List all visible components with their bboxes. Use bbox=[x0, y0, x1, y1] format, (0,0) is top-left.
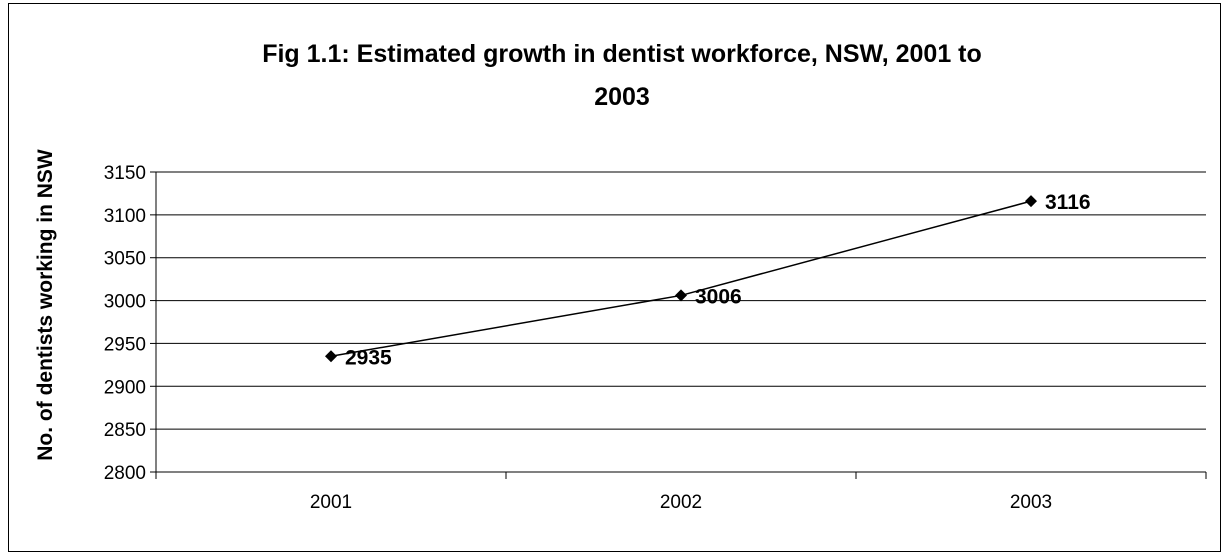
y-tick-label-3000: 3000 bbox=[104, 292, 146, 313]
line-chart: Fig 1.1: Estimated growth in dentist wor… bbox=[34, 40, 1207, 513]
y-tick-label-2900: 2900 bbox=[104, 377, 146, 398]
data-labels: 2935 3006 3116 bbox=[345, 191, 1091, 369]
y-tick-label-2950: 2950 bbox=[104, 334, 146, 355]
y-tick-label-3050: 3050 bbox=[104, 249, 146, 270]
chart-title-line-1: Fig 1.1: Estimated growth in dentist wor… bbox=[262, 40, 982, 68]
data-label-2003: 3116 bbox=[1045, 191, 1091, 214]
y-tick-label-2850: 2850 bbox=[104, 420, 146, 441]
x-tick-labels: 2001 2002 2003 bbox=[310, 492, 1052, 513]
series-line-1 bbox=[330, 200, 1032, 358]
y-tick-label-3100: 3100 bbox=[104, 206, 146, 227]
series-1 bbox=[325, 195, 1037, 363]
y-tick-label-3150: 3150 bbox=[104, 163, 146, 184]
axes bbox=[150, 171, 1207, 479]
data-label-2002: 3006 bbox=[695, 285, 742, 308]
y-tick-labels: 2800 2850 2900 2950 3000 3050 3100 3150 bbox=[104, 163, 146, 484]
x-tick-label-2003: 2003 bbox=[1010, 492, 1052, 513]
chart-title-line-2: 2003 bbox=[594, 83, 650, 111]
data-point-2003 bbox=[1025, 195, 1037, 208]
gridlines bbox=[156, 171, 1206, 430]
data-point-2002 bbox=[675, 289, 687, 302]
data-label-2001: 2935 bbox=[345, 346, 392, 369]
data-point-2001 bbox=[325, 350, 337, 363]
x-tick-label-2001: 2001 bbox=[310, 492, 352, 513]
y-tick-label-2800: 2800 bbox=[104, 463, 146, 484]
x-tick-label-2002: 2002 bbox=[660, 492, 702, 513]
y-axis-label: No. of dentists working in NSW bbox=[34, 149, 57, 461]
chart-frame: Fig 1.1: Estimated growth in dentist wor… bbox=[8, 3, 1221, 552]
